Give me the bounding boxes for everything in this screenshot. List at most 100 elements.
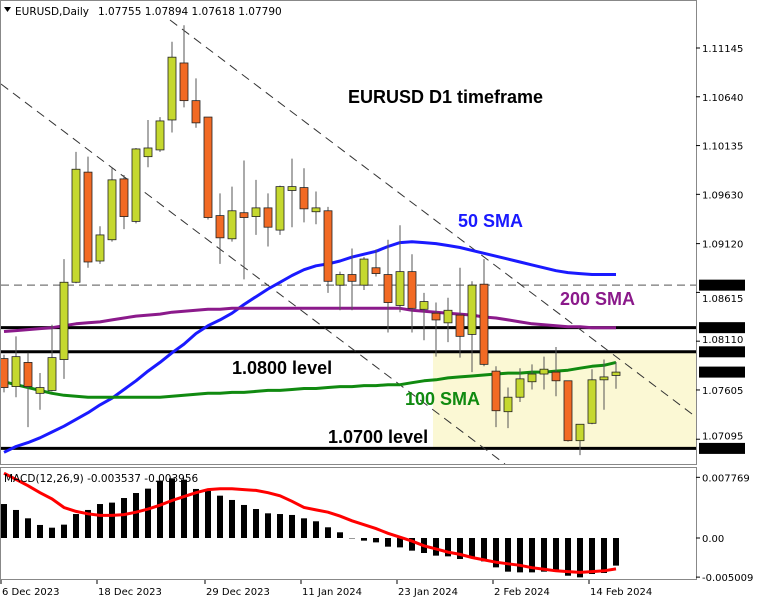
macd-histogram-bar (193, 488, 199, 538)
candle (263, 193, 273, 247)
time-tick-label: 23 Jan 2024 (398, 587, 458, 598)
macd-tick-label: 0.00 (702, 534, 724, 545)
macd-histogram-bar (445, 538, 451, 557)
bearish-candle-body (407, 271, 417, 309)
macd-histogram-bar (109, 502, 115, 538)
candle (383, 239, 393, 333)
macd-histogram-bar (181, 479, 187, 538)
price-label: 1.08690 (701, 281, 742, 292)
macd-histogram-bar (361, 538, 367, 541)
bearish-candle-body (455, 314, 465, 337)
macd-histogram-bar (169, 478, 175, 538)
time-tick-label: 11 Jan 2024 (302, 587, 362, 598)
macd-histogram-bar (349, 538, 355, 539)
bullish-candle-body (287, 186, 297, 191)
candle (431, 302, 441, 357)
candle (503, 387, 513, 429)
macd-histogram-bar (457, 538, 463, 560)
price-tick-label: 1.11145 (702, 44, 743, 55)
bullish-candle-body (71, 168, 81, 283)
candle (71, 151, 81, 284)
candle (203, 116, 213, 220)
bullish-candle-body (359, 258, 369, 286)
macd-histogram-bar (313, 521, 319, 538)
macd-tick-label: 0.007769 (702, 473, 750, 484)
candle (191, 78, 201, 128)
macd-histogram-bar (85, 509, 91, 538)
bearish-candle-body (431, 312, 441, 321)
bearish-candle-body (263, 207, 273, 228)
price-tick-label: 1.08615 (702, 294, 743, 305)
bearish-candle-body (191, 100, 201, 124)
macd-histogram-bar (481, 538, 487, 562)
bearish-candle-body (203, 116, 213, 218)
price-label-box (699, 279, 745, 291)
macd-histogram-bar (373, 538, 379, 543)
main-pane-frame (0, 0, 697, 465)
sma50-annotation: 50 SMA (458, 211, 523, 231)
macd-histogram-bar (385, 538, 391, 547)
bullish-candle-body (143, 147, 153, 158)
bullish-candle-body (167, 56, 177, 121)
triangle-down-icon[interactable] (4, 7, 11, 12)
bullish-candle-body (611, 371, 621, 376)
candle (575, 423, 585, 456)
bearish-candle-body (383, 274, 393, 303)
candle (167, 41, 177, 133)
candle (515, 368, 525, 403)
candle (131, 147, 141, 224)
candle (23, 352, 33, 428)
price-tick-label: 1.09120 (702, 240, 743, 251)
candle (95, 226, 105, 264)
macd-histogram-bar (277, 514, 283, 538)
candle (419, 292, 429, 341)
bearish-candle-body (299, 187, 309, 210)
candle (395, 225, 405, 313)
price-label: 1.08000 (701, 348, 742, 359)
candle (347, 248, 357, 311)
time-tick-label: 6 Dec 2023 (2, 587, 60, 598)
candle (179, 25, 189, 108)
bullish-candle-body (311, 207, 321, 213)
candle (467, 281, 477, 373)
bearish-candle-body (323, 210, 333, 282)
bullish-candle-body (539, 368, 549, 375)
candle (251, 179, 261, 235)
bullish-candle-body (155, 120, 165, 151)
bullish-candle-body (11, 356, 21, 387)
upper-trendline (169, 19, 697, 418)
candle (479, 259, 489, 367)
price-label-box (699, 322, 745, 334)
candle (335, 271, 345, 311)
macd-histogram-bar (217, 495, 223, 538)
candle (443, 297, 453, 343)
macd-histogram-bar (517, 538, 523, 573)
macd-histogram-bar (433, 538, 439, 556)
bearish-candle-body (347, 274, 357, 282)
bullish-candle-body (275, 186, 285, 231)
candle (0, 354, 9, 393)
price-tick-label: 1.09630 (702, 190, 743, 201)
candle (587, 369, 597, 425)
macd-histogram-bar (397, 538, 403, 548)
macd-histogram-bar (1, 504, 7, 538)
candle (311, 191, 321, 225)
bullish-candle-body (227, 210, 237, 240)
bearish-candle-body (23, 362, 33, 387)
macd-histogram-bar (37, 524, 43, 538)
macd-histogram-bar (529, 538, 535, 573)
candle (215, 193, 225, 264)
bearish-candle-body (0, 358, 9, 388)
macd-histogram-bar (205, 490, 211, 538)
candle (491, 366, 501, 428)
symbol-label: EURUSD,Daily (15, 6, 89, 18)
macd-histogram-bar (613, 538, 619, 566)
candle (563, 380, 573, 442)
candle (299, 168, 309, 223)
macd-histogram-bar (565, 538, 571, 576)
macd-histogram-bar (97, 504, 103, 538)
bullish-candle-body (131, 148, 141, 222)
macd-histogram-bar (229, 499, 235, 538)
